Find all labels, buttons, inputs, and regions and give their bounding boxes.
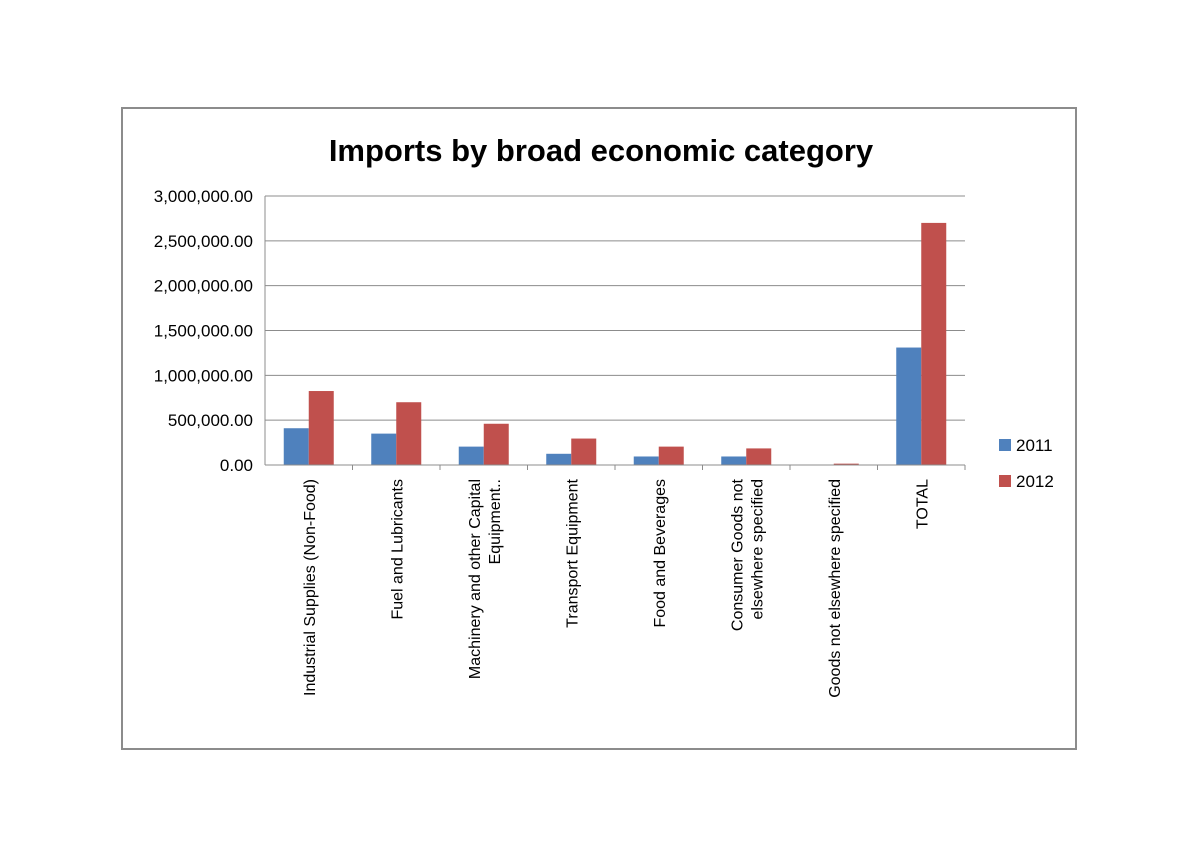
- y-tick-label: 500,000.00: [168, 411, 253, 430]
- x-category-label: TOTAL: [914, 479, 931, 529]
- legend: 2011 2012: [999, 436, 1054, 491]
- bar-2011-2: [458, 446, 484, 465]
- legend-swatch-2012: [999, 475, 1011, 487]
- x-category-text: Transport Equipment: [564, 478, 581, 627]
- x-axis-categories: Industrial Supplies (Non-Food) Fuel and L…: [302, 478, 932, 697]
- x-category-text: Consumer Goods not: [729, 478, 746, 631]
- x-category-text: Fuel and Lubricants: [389, 479, 406, 620]
- x-category-label: Industrial Supplies (Non-Food): [302, 479, 319, 696]
- bar-2012-1: [396, 402, 422, 465]
- x-category-text: elsewhere specified: [749, 479, 766, 620]
- x-category-label: Machinery and other Capital Equipment..: [467, 479, 504, 679]
- x-category-text: Industrial Supplies (Non-Food): [302, 479, 319, 696]
- y-tick-label: 1,000,000.00: [154, 366, 253, 385]
- legend-label-2012: 2012: [1016, 472, 1054, 491]
- y-tick-label: 3,000,000.00: [154, 187, 253, 206]
- bar-2012-5: [746, 448, 772, 465]
- bar-2011-0: [283, 428, 309, 465]
- x-category-label: Food and Beverages: [652, 479, 669, 628]
- chart-title: Imports by broad economic category: [329, 133, 874, 168]
- x-category-text: Equipment..: [487, 479, 504, 564]
- bar-2012-7: [921, 222, 947, 465]
- chart-frame: Imports by broad economic category 0.00 5…: [121, 107, 1077, 750]
- bar-2011-3: [546, 453, 572, 465]
- gridlines: [265, 195, 965, 421]
- y-tick-label: 0.00: [220, 456, 253, 475]
- chart-canvas: Imports by broad economic category 0.00 5…: [154, 133, 1054, 698]
- bar-2011-7: [896, 347, 922, 465]
- x-category-label: Consumer Goods not elsewhere specified: [729, 478, 766, 631]
- bar-2012-3: [571, 438, 597, 465]
- axes: [264, 196, 966, 470]
- y-tick-label: 2,000,000.00: [154, 277, 253, 296]
- bar-2011-5: [721, 456, 747, 465]
- y-tick-label: 1,500,000.00: [154, 322, 253, 341]
- x-category-text: TOTAL: [914, 479, 931, 529]
- bar-2012-2: [483, 423, 509, 465]
- x-category-text: Food and Beverages: [652, 479, 669, 628]
- legend-swatch-2011: [999, 439, 1011, 451]
- legend-label-2011: 2011: [1016, 436, 1053, 455]
- bar-2012-6: [833, 463, 859, 465]
- bar-2012-0: [308, 391, 334, 465]
- bar-2011-1: [371, 433, 397, 465]
- bar-2011-4: [633, 456, 659, 465]
- bar-2012-4: [658, 446, 684, 465]
- x-category-label: Transport Equipment: [564, 478, 581, 627]
- x-category-label: Fuel and Lubricants: [389, 479, 406, 620]
- x-category-text: Goods not elsewhere specified: [827, 479, 844, 698]
- y-axis-ticks: 0.00 500,000.00 1,000,000.00 1,500,000.00 2,…: [154, 187, 253, 475]
- y-tick-label: 2,500,000.00: [154, 232, 253, 251]
- x-category-text: Machinery and other Capital: [467, 479, 484, 679]
- x-category-label: Goods not elsewhere specified: [827, 479, 844, 698]
- bars: [283, 222, 947, 465]
